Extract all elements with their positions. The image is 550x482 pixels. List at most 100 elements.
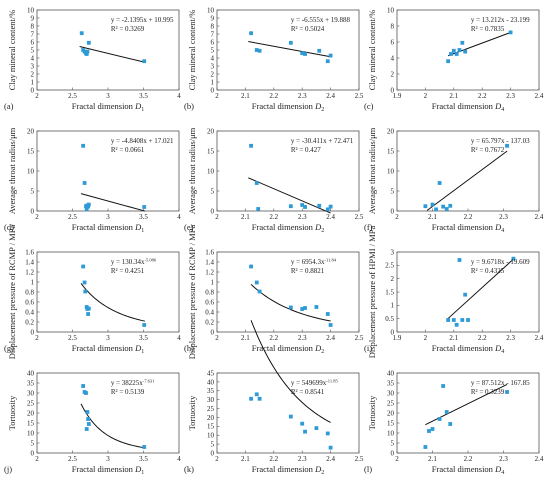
data-point (325, 312, 330, 316)
y-tick-label: 0.4 (25, 308, 34, 316)
y-tick-label: 30 (27, 389, 35, 397)
r-squared: R² = 0.3269 (111, 25, 145, 33)
x-tick-label: 4 (177, 334, 181, 342)
plot-frame (36, 372, 180, 454)
y-tick-label: 10 (207, 167, 215, 175)
x-tick-label: 2.2 (269, 92, 278, 100)
fit-equation: y = 6954.3x-11.84 (291, 258, 337, 267)
fit-line (248, 177, 331, 214)
y-tick-label: 1 (391, 302, 395, 310)
data-point (86, 306, 91, 311)
data-point (505, 143, 509, 148)
data-point (288, 204, 293, 209)
y-axis-label: Displacement pressure of HPMI / MPa (367, 226, 377, 359)
x-tick-label: 2.5 (68, 92, 77, 100)
y-tick-label: 20 (207, 127, 215, 135)
data-point (303, 429, 307, 434)
data-point (430, 202, 435, 207)
x-tick-label: 2.2 (269, 334, 278, 342)
plot-frame (396, 9, 540, 91)
data-point (423, 204, 428, 209)
fit-line (79, 46, 146, 63)
x-axis-label: Fractal dimension D1 (72, 464, 144, 476)
y-tick-label: 6 (391, 38, 395, 46)
x-tick-label: 4 (177, 455, 181, 463)
panel-label: (k) (184, 464, 194, 474)
data-point (257, 396, 262, 401)
x-axis-label: Fractal dimension D1 (72, 101, 144, 113)
fit-line (80, 283, 146, 322)
x-tick-label: 4 (177, 92, 181, 100)
data-point (434, 207, 438, 212)
data-point (86, 40, 91, 45)
y-tick-label: 0 (31, 207, 35, 215)
data-point (84, 305, 89, 309)
y-tick-label: 2 (31, 70, 35, 78)
y-tick-label: 2 (391, 275, 395, 283)
data-point (317, 48, 322, 53)
fit-line (426, 150, 508, 211)
x-tick-label: 2.5 (355, 213, 364, 221)
data-point (86, 204, 91, 209)
y-tick-label: 10 (27, 429, 35, 437)
y-tick-label: 1.5 (385, 288, 394, 296)
y-tick-label: 20 (27, 409, 35, 417)
x-axis-label: Fractal dimension D2 (252, 464, 324, 476)
y-tick-label: 0 (211, 449, 215, 457)
y-tick-label: 0.6 (25, 298, 34, 306)
data-point (427, 429, 431, 433)
y-tick-label: 10 (387, 167, 395, 175)
data-point (511, 256, 516, 261)
y-tick-label: 0 (31, 86, 35, 94)
y-tick-label: 0 (391, 328, 395, 336)
panel-c: 0 2 4 6 8 10 1.9 2 2.1 2.2 2.3 2.4 Fractal dimension… (364, 6, 544, 113)
y-tick-label: 5 (211, 441, 215, 449)
y-tick-label: 7 (211, 30, 215, 38)
x-tick-label: 4 (177, 213, 181, 221)
data-point (142, 323, 147, 327)
y-axis-label: Displacement pressure of RCMP / MPa (7, 225, 17, 360)
x-tick-label: 3 (106, 334, 110, 342)
panel-label: (b) (184, 101, 194, 111)
x-axis-label: Fractal dimension D1 (72, 222, 144, 234)
y-tick-label: 30 (387, 389, 395, 397)
data-point (317, 203, 322, 208)
y-tick-label: 0.2 (205, 318, 214, 326)
r-squared: R² = 0.5139 (111, 388, 145, 396)
data-point (448, 422, 453, 426)
data-point (325, 431, 330, 436)
y-tick-label: 35 (27, 379, 35, 387)
r-squared: R² = 0.5024 (291, 25, 325, 33)
x-tick-label: 1.9 (393, 334, 402, 342)
data-point (466, 318, 470, 322)
data-point (446, 59, 451, 64)
data-point (288, 305, 293, 310)
y-tick-label: 4 (211, 54, 215, 62)
y-tick-label: 15 (27, 147, 35, 155)
data-point (325, 207, 330, 212)
data-point (256, 207, 261, 211)
y-tick-label: 3 (31, 62, 35, 70)
y-tick-label: 0 (391, 449, 395, 457)
data-point (328, 445, 333, 450)
y-tick-label: 15 (27, 419, 35, 427)
y-tick-label: 10 (387, 429, 395, 437)
fit-equation: y = 549699x-11.85 (291, 379, 339, 388)
x-tick-label: 2 (35, 334, 39, 342)
data-point (505, 390, 509, 394)
y-tick-label: 5 (391, 187, 395, 195)
x-tick-label: 3 (106, 455, 110, 463)
y-axis-label: Tortuosity (187, 395, 197, 431)
x-tick-label: 2.4 (326, 92, 335, 100)
x-tick-label: 2.4 (326, 334, 335, 342)
data-point (441, 384, 446, 388)
x-axis-label: Fractal dimension D2 (252, 101, 324, 113)
data-point (288, 414, 293, 419)
y-axis-label: Tortuosity (7, 395, 17, 431)
y-tick-label: 30 (207, 396, 215, 404)
r-squared: R² = 0.7672 (471, 146, 505, 154)
y-tick-label: 35 (387, 379, 395, 387)
x-tick-label: 2.3 (298, 92, 307, 100)
